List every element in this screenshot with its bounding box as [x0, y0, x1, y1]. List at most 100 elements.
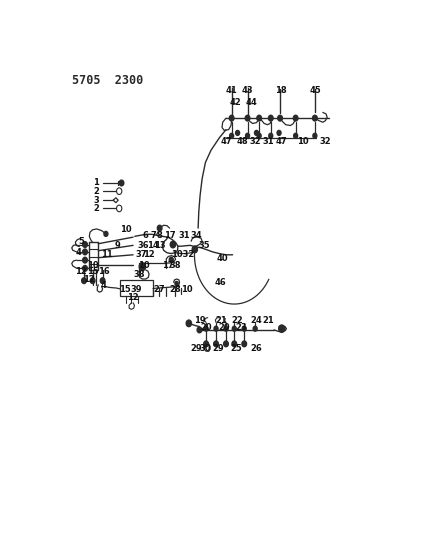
Circle shape [158, 225, 162, 231]
Text: 16: 16 [98, 266, 110, 276]
Text: 8: 8 [157, 231, 163, 240]
Text: 24: 24 [251, 316, 262, 325]
Text: 48: 48 [236, 138, 248, 147]
Text: 43: 43 [242, 86, 253, 95]
Circle shape [90, 278, 95, 284]
Text: 4: 4 [101, 281, 107, 290]
Circle shape [253, 326, 257, 331]
Circle shape [82, 278, 86, 284]
Text: 47: 47 [276, 138, 288, 147]
Text: 10: 10 [138, 261, 149, 270]
Text: 5705  2300: 5705 2300 [72, 74, 143, 87]
Text: 19: 19 [194, 316, 206, 325]
Text: 10: 10 [87, 261, 98, 270]
Circle shape [170, 241, 175, 248]
Text: 9: 9 [114, 241, 120, 250]
Circle shape [268, 115, 273, 121]
Text: 39: 39 [130, 285, 142, 294]
Circle shape [269, 133, 273, 138]
Text: 36: 36 [138, 241, 149, 251]
Text: 12: 12 [127, 293, 139, 302]
Circle shape [83, 265, 87, 271]
Circle shape [246, 133, 250, 138]
Text: 18: 18 [275, 86, 286, 95]
Circle shape [232, 326, 236, 331]
Circle shape [140, 263, 145, 270]
Circle shape [313, 133, 317, 138]
Circle shape [245, 115, 250, 121]
Circle shape [278, 115, 282, 121]
Text: 21: 21 [262, 316, 274, 325]
Circle shape [186, 320, 191, 327]
Text: 41: 41 [225, 86, 237, 95]
Circle shape [83, 241, 87, 247]
Circle shape [204, 341, 208, 347]
Text: 23: 23 [235, 323, 247, 332]
Text: 27: 27 [153, 285, 165, 294]
Circle shape [192, 246, 197, 253]
Text: 42: 42 [229, 99, 241, 108]
Text: 34: 34 [190, 231, 202, 240]
Circle shape [293, 115, 298, 121]
Circle shape [197, 327, 202, 333]
Circle shape [257, 115, 262, 121]
Text: 10: 10 [181, 285, 193, 294]
Circle shape [214, 341, 218, 347]
Circle shape [232, 341, 237, 347]
Text: 12: 12 [143, 251, 155, 259]
Text: 28: 28 [169, 285, 181, 294]
Circle shape [83, 249, 87, 255]
Text: 38: 38 [134, 270, 145, 279]
Text: 10: 10 [120, 225, 132, 235]
Text: 10: 10 [297, 138, 309, 147]
Text: 13: 13 [155, 241, 166, 251]
Circle shape [277, 131, 281, 135]
Circle shape [230, 133, 234, 138]
Circle shape [242, 341, 247, 347]
Circle shape [100, 278, 105, 284]
Text: 46: 46 [214, 278, 226, 287]
Text: 2: 2 [93, 204, 99, 213]
Text: 6: 6 [143, 231, 149, 240]
Text: 31: 31 [263, 138, 274, 147]
Text: 25: 25 [230, 344, 242, 353]
Circle shape [312, 115, 317, 121]
Text: 20: 20 [200, 323, 212, 332]
Text: 35: 35 [199, 241, 210, 250]
Text: 2: 2 [93, 187, 99, 196]
Circle shape [257, 133, 261, 138]
Circle shape [83, 257, 87, 263]
Text: 31: 31 [178, 231, 190, 240]
Text: 47: 47 [221, 138, 232, 147]
Text: 12: 12 [83, 275, 95, 284]
Text: 5: 5 [78, 237, 84, 246]
Text: 45: 45 [310, 86, 321, 95]
Text: 15: 15 [119, 285, 131, 294]
Circle shape [224, 326, 228, 331]
Text: 4: 4 [75, 248, 81, 257]
Text: 44: 44 [245, 99, 257, 108]
Circle shape [229, 115, 234, 121]
Circle shape [255, 131, 259, 135]
Text: 40: 40 [217, 254, 229, 263]
Text: 1: 1 [93, 179, 99, 188]
Circle shape [214, 326, 218, 331]
Text: 38: 38 [170, 261, 181, 270]
Circle shape [169, 257, 173, 262]
Text: 21: 21 [215, 316, 227, 325]
Circle shape [279, 325, 285, 333]
Text: 30: 30 [200, 344, 211, 353]
Text: 1032: 1032 [171, 251, 194, 259]
Circle shape [175, 281, 178, 286]
Text: 32: 32 [320, 138, 331, 147]
Circle shape [104, 231, 108, 236]
Text: 7: 7 [150, 231, 156, 240]
Circle shape [235, 131, 240, 135]
Circle shape [119, 180, 124, 186]
Text: 12: 12 [75, 266, 86, 276]
Text: 37: 37 [135, 251, 146, 259]
Text: 29: 29 [190, 344, 202, 353]
Text: 20: 20 [219, 323, 230, 332]
Circle shape [224, 341, 228, 347]
Text: 17: 17 [164, 231, 175, 240]
